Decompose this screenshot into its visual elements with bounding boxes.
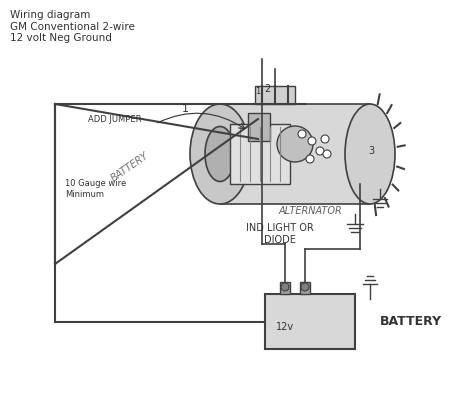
Bar: [280, 282, 290, 294]
Circle shape: [298, 130, 306, 138]
Text: BATTERY: BATTERY: [380, 315, 442, 328]
Circle shape: [281, 283, 289, 291]
Bar: [265, 294, 355, 349]
Circle shape: [306, 155, 314, 163]
Text: ADD JUMPER: ADD JUMPER: [88, 115, 142, 124]
Text: 12v: 12v: [276, 322, 294, 332]
Ellipse shape: [190, 104, 250, 204]
Text: 3: 3: [368, 146, 374, 156]
Bar: [255, 86, 295, 104]
Text: IND LIGHT OR
DIODE: IND LIGHT OR DIODE: [246, 223, 314, 245]
Text: Wiring diagram
GM Conventional 2-wire
12 volt Neg Ground: Wiring diagram GM Conventional 2-wire 12…: [10, 10, 135, 43]
Text: BATTERY: BATTERY: [109, 150, 151, 184]
Polygon shape: [230, 124, 290, 184]
Text: 10 Gauge wire
Minimum: 10 Gauge wire Minimum: [65, 179, 126, 199]
Circle shape: [323, 150, 331, 158]
Ellipse shape: [345, 104, 395, 204]
Polygon shape: [220, 104, 370, 204]
Ellipse shape: [205, 126, 235, 182]
Text: 1: 1: [182, 104, 189, 114]
Circle shape: [301, 283, 309, 291]
Circle shape: [308, 137, 316, 145]
Circle shape: [277, 126, 313, 162]
Text: 2: 2: [264, 84, 270, 94]
Text: ALTERNATOR: ALTERNATOR: [278, 206, 342, 216]
Bar: [300, 282, 310, 294]
Text: 1: 1: [255, 87, 261, 95]
Bar: [248, 113, 270, 141]
Circle shape: [316, 147, 324, 155]
Circle shape: [321, 135, 329, 143]
